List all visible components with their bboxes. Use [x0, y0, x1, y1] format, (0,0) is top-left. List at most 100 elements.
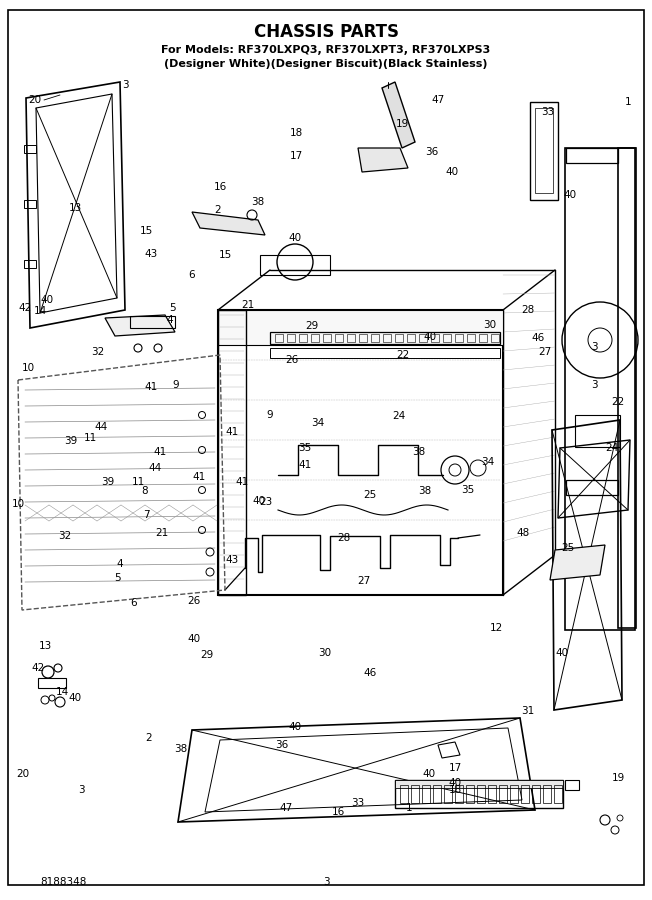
Text: 30: 30: [483, 320, 497, 330]
Bar: [565, 780, 579, 790]
Text: 3: 3: [78, 785, 85, 796]
Polygon shape: [550, 545, 605, 580]
Bar: [618, 148, 636, 628]
Text: 2: 2: [215, 205, 221, 215]
Bar: [24, 200, 36, 208]
Bar: [419, 334, 427, 342]
Bar: [566, 148, 618, 163]
Text: 23: 23: [259, 497, 273, 508]
Bar: [431, 334, 439, 342]
Text: 28: 28: [522, 305, 535, 315]
Text: 3: 3: [591, 341, 598, 352]
Text: (Designer White)(Designer Biscuit)(Black Stainless): (Designer White)(Designer Biscuit)(Black…: [164, 59, 488, 69]
Text: 40: 40: [563, 190, 576, 200]
Text: 25: 25: [364, 490, 377, 500]
Text: 3: 3: [591, 380, 597, 390]
Text: 30: 30: [318, 647, 331, 658]
Text: 17: 17: [290, 150, 303, 161]
Text: 6: 6: [130, 598, 137, 608]
Bar: [543, 785, 551, 803]
Text: 41: 41: [235, 477, 248, 487]
Text: 34: 34: [312, 418, 325, 428]
Text: 20: 20: [29, 95, 42, 105]
Text: 40: 40: [556, 647, 569, 658]
Text: 47: 47: [279, 803, 292, 814]
Text: 38: 38: [412, 446, 425, 457]
Text: 6: 6: [188, 270, 196, 280]
Text: 16: 16: [331, 807, 345, 817]
Bar: [407, 334, 415, 342]
Text: 44: 44: [95, 422, 108, 433]
Text: 40: 40: [40, 294, 53, 305]
Text: 35: 35: [299, 443, 312, 454]
Text: 42: 42: [18, 302, 31, 313]
Polygon shape: [105, 315, 175, 336]
Bar: [510, 785, 518, 803]
Polygon shape: [358, 148, 408, 172]
Bar: [371, 334, 379, 342]
Text: For Models: RF370LXPQ3, RF370LXPT3, RF370LXPS3: For Models: RF370LXPQ3, RF370LXPT3, RF37…: [162, 45, 490, 55]
Bar: [287, 334, 295, 342]
Text: 40: 40: [288, 722, 301, 733]
Bar: [499, 785, 507, 803]
Text: 13: 13: [39, 641, 52, 652]
Bar: [535, 108, 553, 193]
Bar: [411, 785, 419, 803]
Text: 8188348: 8188348: [40, 877, 86, 887]
Text: 40: 40: [449, 778, 462, 788]
Text: 38: 38: [252, 197, 265, 207]
Text: 4: 4: [167, 315, 173, 325]
Bar: [444, 785, 452, 803]
Text: 18: 18: [449, 785, 462, 795]
Text: 43: 43: [145, 248, 158, 259]
Bar: [443, 334, 451, 342]
Text: 1: 1: [406, 803, 413, 814]
Text: 7: 7: [143, 509, 150, 520]
Text: 3: 3: [122, 80, 128, 90]
Bar: [299, 334, 307, 342]
Text: 11: 11: [131, 477, 145, 487]
Bar: [566, 480, 618, 495]
Polygon shape: [382, 82, 415, 148]
Bar: [270, 348, 500, 358]
Text: 42: 42: [31, 663, 44, 673]
Text: 27: 27: [539, 347, 552, 357]
Text: 40: 40: [253, 496, 266, 507]
Text: 9: 9: [267, 410, 273, 420]
Text: 25: 25: [561, 543, 574, 553]
Text: 24: 24: [393, 410, 406, 421]
Text: 32: 32: [91, 347, 104, 357]
Text: 41: 41: [226, 427, 239, 437]
Bar: [218, 310, 503, 345]
Text: 1: 1: [625, 97, 631, 107]
Bar: [130, 316, 175, 328]
Text: 10: 10: [22, 363, 35, 373]
Text: 39: 39: [101, 477, 115, 487]
Bar: [218, 310, 503, 595]
Text: 10: 10: [12, 499, 25, 509]
Text: 31: 31: [522, 706, 535, 716]
Text: 48: 48: [516, 527, 529, 538]
Text: 24: 24: [605, 443, 619, 453]
Bar: [323, 334, 331, 342]
Text: 38: 38: [175, 743, 188, 754]
Text: 40: 40: [288, 233, 302, 243]
Text: 40: 40: [68, 693, 82, 703]
Bar: [466, 785, 474, 803]
Bar: [395, 780, 563, 808]
Text: 9: 9: [173, 380, 179, 391]
Text: 29: 29: [201, 650, 214, 661]
Text: 41: 41: [145, 382, 158, 392]
Bar: [479, 334, 487, 342]
Text: 36: 36: [425, 147, 439, 157]
Text: 35: 35: [462, 485, 475, 495]
Bar: [270, 332, 500, 344]
Text: 41: 41: [192, 472, 205, 482]
Text: 19: 19: [396, 119, 409, 130]
Text: 40: 40: [424, 332, 437, 343]
Text: 40: 40: [445, 167, 458, 177]
Text: 13: 13: [68, 203, 82, 213]
Bar: [530, 102, 558, 200]
Text: 33: 33: [541, 107, 555, 117]
Text: 39: 39: [64, 436, 77, 446]
